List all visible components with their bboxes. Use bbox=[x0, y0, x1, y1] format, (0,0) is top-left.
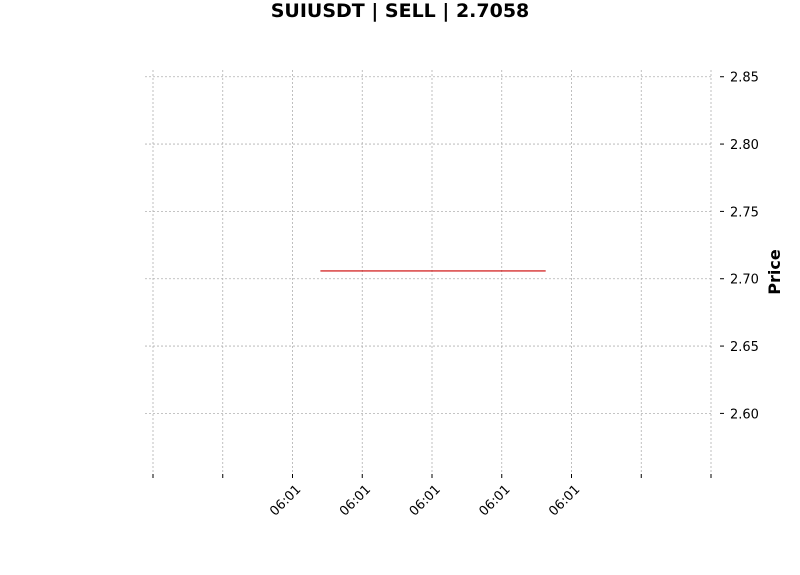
chart-title: SUIUSDT | SELL | 2.7058 bbox=[271, 0, 530, 22]
x-tick-label: 06:01 bbox=[546, 482, 583, 519]
y-tick-label: 2.65 bbox=[730, 340, 759, 355]
x-tick-label: 06:01 bbox=[476, 482, 513, 519]
y-tick-label: 2.70 bbox=[730, 273, 759, 288]
x-tick-label: 06:01 bbox=[407, 482, 444, 519]
y-axis: 2.60 2.65 2.70 2.75 2.80 2.85 bbox=[720, 71, 759, 422]
y-tick-label: 2.80 bbox=[730, 138, 759, 153]
x-tick-label: 06:01 bbox=[337, 482, 374, 519]
y-axis-label: Price bbox=[765, 249, 784, 295]
y-tick-label: 2.60 bbox=[730, 407, 759, 422]
y-tick-label: 2.85 bbox=[730, 71, 759, 86]
y-tick-label: 2.75 bbox=[730, 205, 759, 220]
x-axis: 06:01 06:01 06:01 06:01 06:01 bbox=[152, 474, 712, 519]
x-tick-label: 06:01 bbox=[267, 482, 304, 519]
